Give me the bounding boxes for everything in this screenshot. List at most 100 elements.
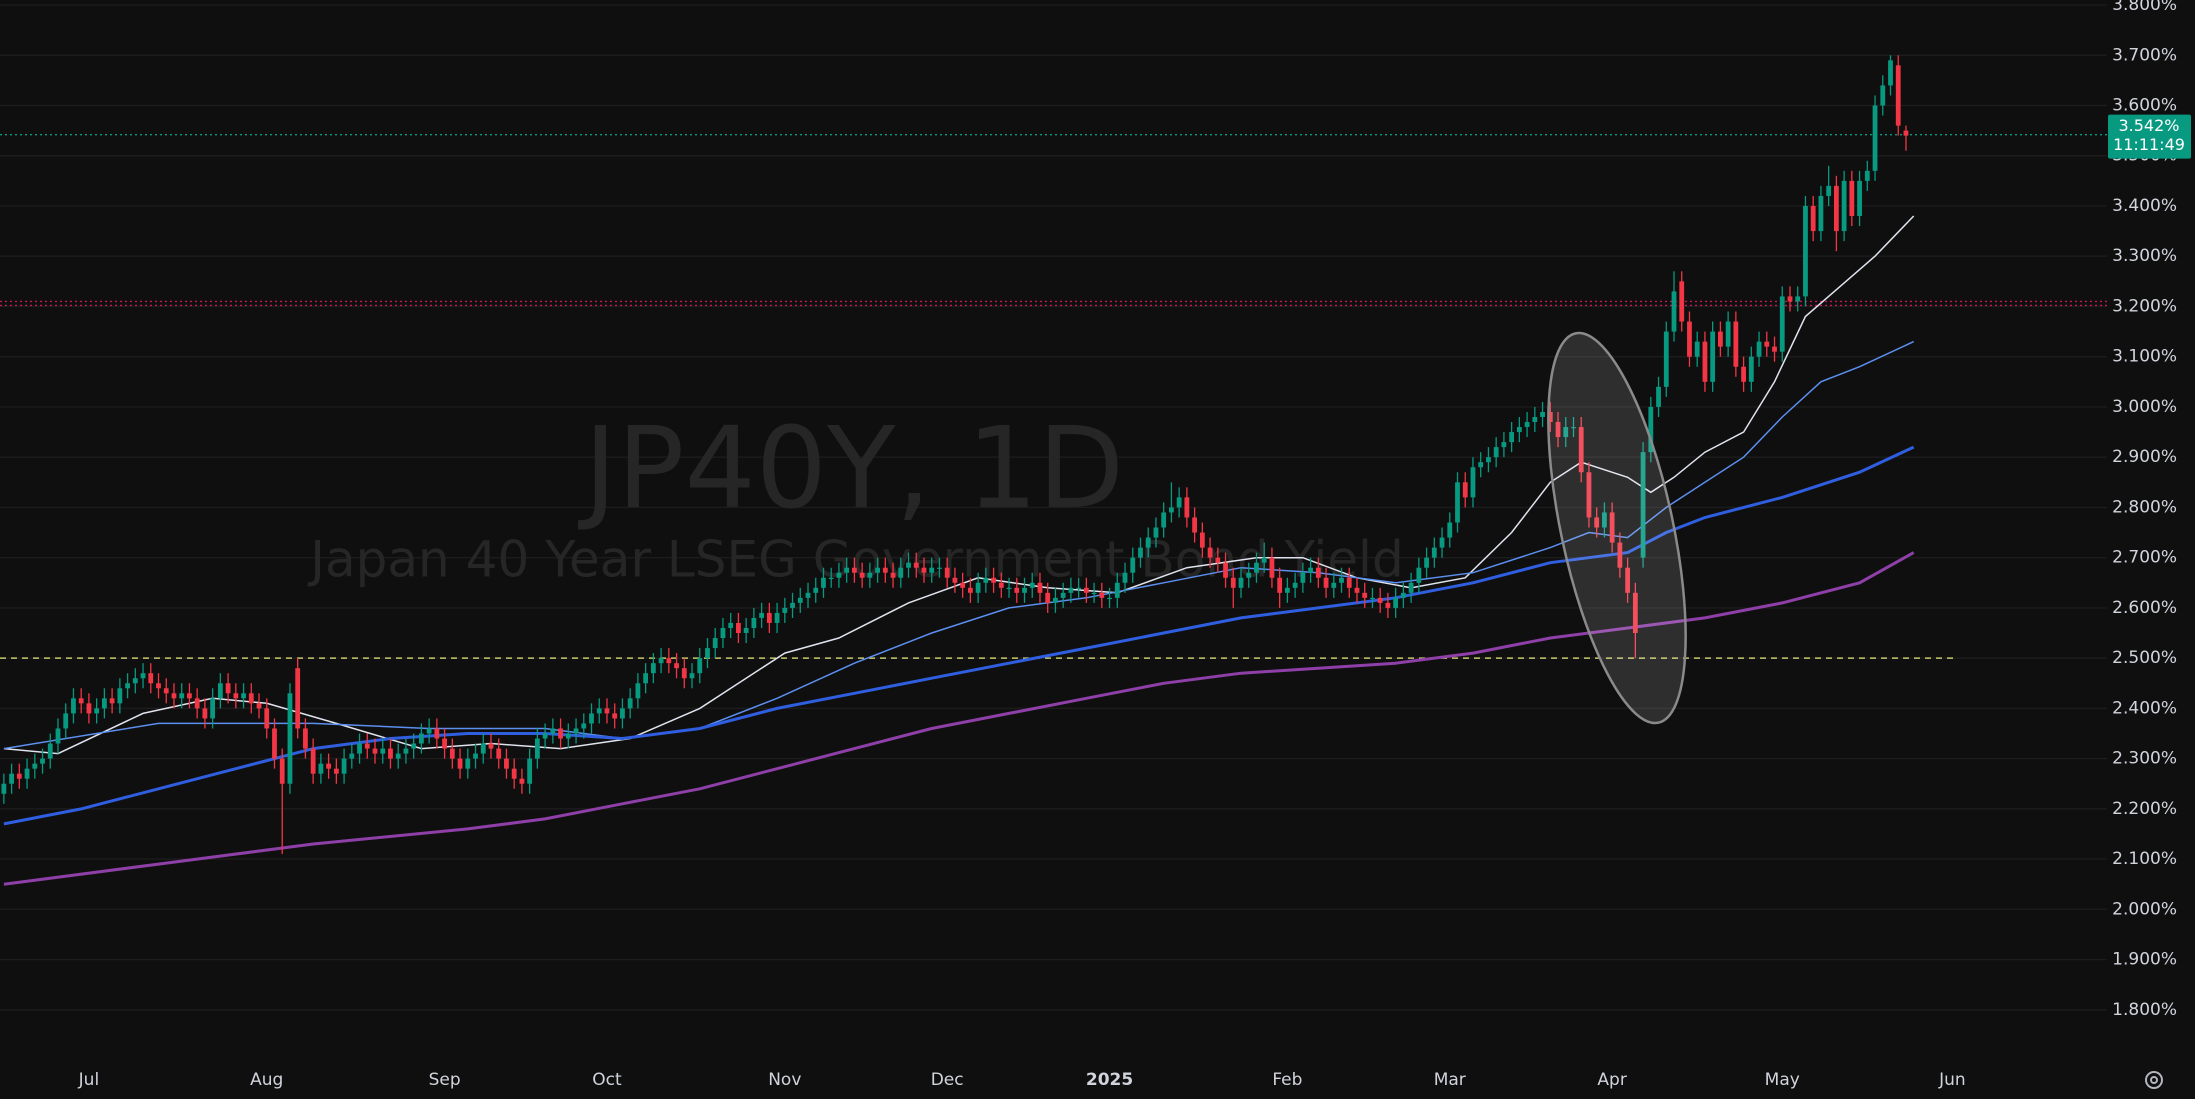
candle-body bbox=[1803, 205, 1808, 297]
candle-body bbox=[24, 768, 30, 779]
x-tick-label: Jul bbox=[78, 1070, 100, 1090]
candle-body bbox=[1053, 597, 1058, 603]
candle-body bbox=[627, 698, 633, 709]
candle-body bbox=[1037, 582, 1043, 593]
settings-icon[interactable] bbox=[2145, 1071, 2163, 1089]
candle-body bbox=[620, 708, 625, 719]
candle-body bbox=[751, 617, 757, 628]
candle-body bbox=[960, 582, 966, 588]
candle-body bbox=[1439, 537, 1445, 548]
candle-body bbox=[179, 693, 185, 699]
candle-body bbox=[419, 733, 424, 744]
candle-body bbox=[1609, 512, 1615, 543]
candle-body bbox=[929, 567, 935, 573]
settings-gear[interactable] bbox=[2145, 1071, 2163, 1089]
last-price-tag bbox=[2108, 114, 2191, 159]
candle-body bbox=[86, 703, 92, 714]
candle-body bbox=[1849, 180, 1855, 217]
candle-body bbox=[1493, 447, 1499, 458]
watermark-symbol: JP40Y, 1D bbox=[578, 404, 1124, 534]
candle-body bbox=[1145, 537, 1151, 548]
grid bbox=[0, 4, 2107, 1011]
candle-body bbox=[225, 683, 231, 694]
candle-body bbox=[256, 703, 262, 709]
candle-body bbox=[797, 597, 803, 603]
x-tick-label: Nov bbox=[768, 1070, 801, 1090]
candle-body bbox=[1857, 180, 1862, 217]
candle-body bbox=[1594, 517, 1600, 528]
candle-body bbox=[766, 612, 772, 623]
candle-body bbox=[1756, 341, 1762, 357]
candle-body bbox=[1779, 296, 1785, 352]
candle-body bbox=[589, 713, 594, 724]
candle-body bbox=[457, 758, 463, 769]
candle-body bbox=[1091, 592, 1097, 595]
candle-body bbox=[1632, 592, 1638, 634]
candle-body bbox=[991, 577, 996, 583]
candle-body bbox=[1602, 512, 1607, 528]
x-tick-label: Jun bbox=[1938, 1070, 1966, 1090]
candle-body bbox=[1447, 522, 1453, 538]
candle-body bbox=[1184, 497, 1190, 518]
y-tick-label: 1.800% bbox=[2112, 1000, 2177, 1020]
y-tick-label: 2.200% bbox=[2112, 799, 2177, 819]
y-tick-label: 2.400% bbox=[2112, 698, 2177, 718]
candle-body bbox=[272, 728, 277, 759]
candle-body bbox=[1238, 577, 1244, 588]
candle-body bbox=[9, 773, 14, 784]
candle-body bbox=[681, 668, 687, 679]
candle-body bbox=[1617, 542, 1623, 568]
candle-body bbox=[1339, 577, 1344, 583]
settings-gear-center[interactable] bbox=[2150, 1076, 2158, 1084]
candle-body bbox=[674, 663, 679, 669]
candle-body bbox=[612, 713, 618, 719]
candle-body bbox=[1540, 411, 1545, 417]
candle-body bbox=[1795, 296, 1801, 302]
candle-body bbox=[913, 562, 919, 568]
y-tick-label: 3.200% bbox=[2112, 296, 2177, 316]
candle-body bbox=[952, 577, 958, 583]
candle-body bbox=[248, 693, 254, 704]
candle-body bbox=[480, 743, 486, 754]
y-tick-label: 2.000% bbox=[2112, 899, 2177, 919]
candle-body bbox=[1833, 185, 1839, 232]
x-tick-label: 2025 bbox=[1086, 1070, 1133, 1090]
candle-body bbox=[1014, 587, 1020, 593]
y-tick-label: 3.800% bbox=[2112, 0, 2177, 15]
candle-body bbox=[434, 728, 440, 739]
candle-body bbox=[71, 698, 76, 714]
y-tick-label: 2.800% bbox=[2112, 497, 2177, 517]
candle-body bbox=[47, 743, 53, 759]
y-tick-label: 2.900% bbox=[2112, 447, 2177, 467]
candle-body bbox=[782, 607, 788, 613]
y-tick-label: 2.300% bbox=[2112, 749, 2177, 769]
candle-body bbox=[1516, 427, 1522, 433]
candle-body bbox=[1578, 427, 1584, 473]
candle-body bbox=[565, 733, 571, 739]
candle-body bbox=[163, 688, 169, 694]
candle-body bbox=[1277, 577, 1283, 593]
last-price-label: 3.542% bbox=[2118, 116, 2179, 135]
candle-body bbox=[604, 708, 610, 714]
candle-body bbox=[859, 572, 865, 578]
candle-body bbox=[16, 773, 22, 779]
candle-body bbox=[1060, 592, 1066, 598]
candle-body bbox=[78, 698, 84, 704]
candle-body bbox=[326, 763, 332, 769]
candle-body bbox=[148, 673, 154, 684]
candle-body bbox=[1416, 567, 1422, 583]
candle-body bbox=[125, 683, 130, 689]
candle-body bbox=[805, 592, 811, 598]
candle-body bbox=[1215, 557, 1221, 563]
candle-body bbox=[790, 602, 795, 608]
candle-body bbox=[527, 758, 533, 784]
axes: 1.800% 1.900% 2.000% 2.100% 2.200% 2.300% 2.40… bbox=[78, 0, 2191, 1090]
candle-body bbox=[403, 748, 409, 754]
candle-body bbox=[983, 577, 989, 583]
candle-body bbox=[1725, 321, 1731, 347]
candle-body bbox=[844, 567, 850, 573]
candle-body bbox=[1555, 422, 1561, 438]
countdown-label: 11:11:49 bbox=[2113, 135, 2185, 154]
candle-body bbox=[132, 678, 138, 684]
